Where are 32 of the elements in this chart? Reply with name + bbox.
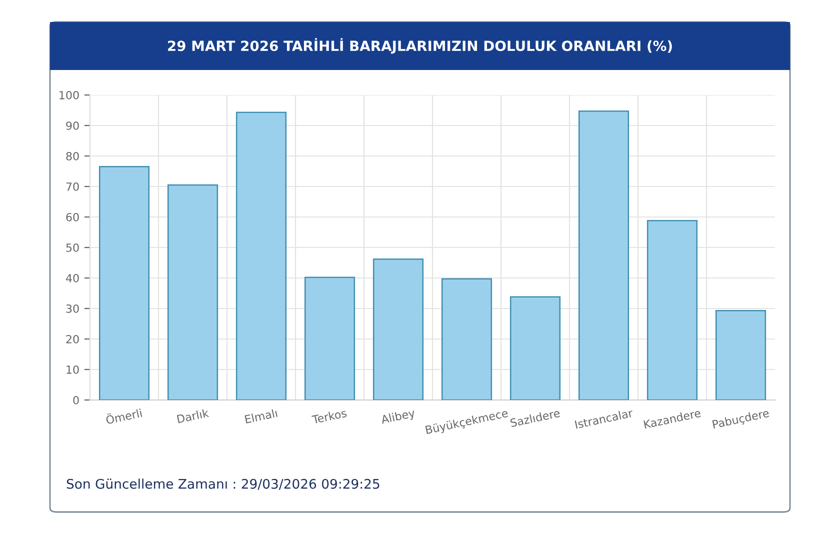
x-tick-label: Ömerli <box>105 406 142 424</box>
bar <box>715 310 766 400</box>
text: Son Güncelleme Zamanı : 29/03/2026 09:29:25 <box>66 478 380 490</box>
y-tick-label: 30 <box>66 304 79 313</box>
y-tick-label: 60 <box>66 212 79 222</box>
y-tick-label: 100 <box>60 90 79 100</box>
x-tick-label: Alibey <box>380 408 416 426</box>
bar <box>167 184 218 400</box>
bar <box>441 278 492 400</box>
y-tick-label: 40 <box>66 274 79 282</box>
y-tick-label: 0 <box>73 396 79 404</box>
y-tick-label: 50 <box>66 243 79 252</box>
bar <box>372 258 424 400</box>
bar <box>646 220 698 400</box>
bar <box>578 110 630 400</box>
x-tick-label: Sazlıdere <box>510 408 560 428</box>
y-tick-label: 80 <box>66 152 79 160</box>
bar <box>236 112 287 400</box>
x-tick-label: Elmalı <box>244 408 278 424</box>
y-tick-label: 90 <box>66 121 79 130</box>
y-tick-label: 10 <box>66 365 79 374</box>
x-tick-label: Darlık <box>176 408 210 424</box>
bar <box>510 296 561 400</box>
y-tick-label: 20 <box>66 334 79 344</box>
bar <box>304 276 356 400</box>
y-tick-label: 70 <box>66 182 79 191</box>
x-tick-label: Pabuçdere <box>712 408 770 431</box>
x-tick-label: Istrancalar <box>574 408 634 429</box>
x-tick-label: Kazandere <box>644 408 702 429</box>
x-tick-label: Terkos <box>312 408 347 424</box>
chart-title: 29 MART 2026 TARİHLİ BARAJLARIMIZIN DOLULUK ORANLARI (%) <box>168 38 672 54</box>
bar <box>98 166 150 400</box>
